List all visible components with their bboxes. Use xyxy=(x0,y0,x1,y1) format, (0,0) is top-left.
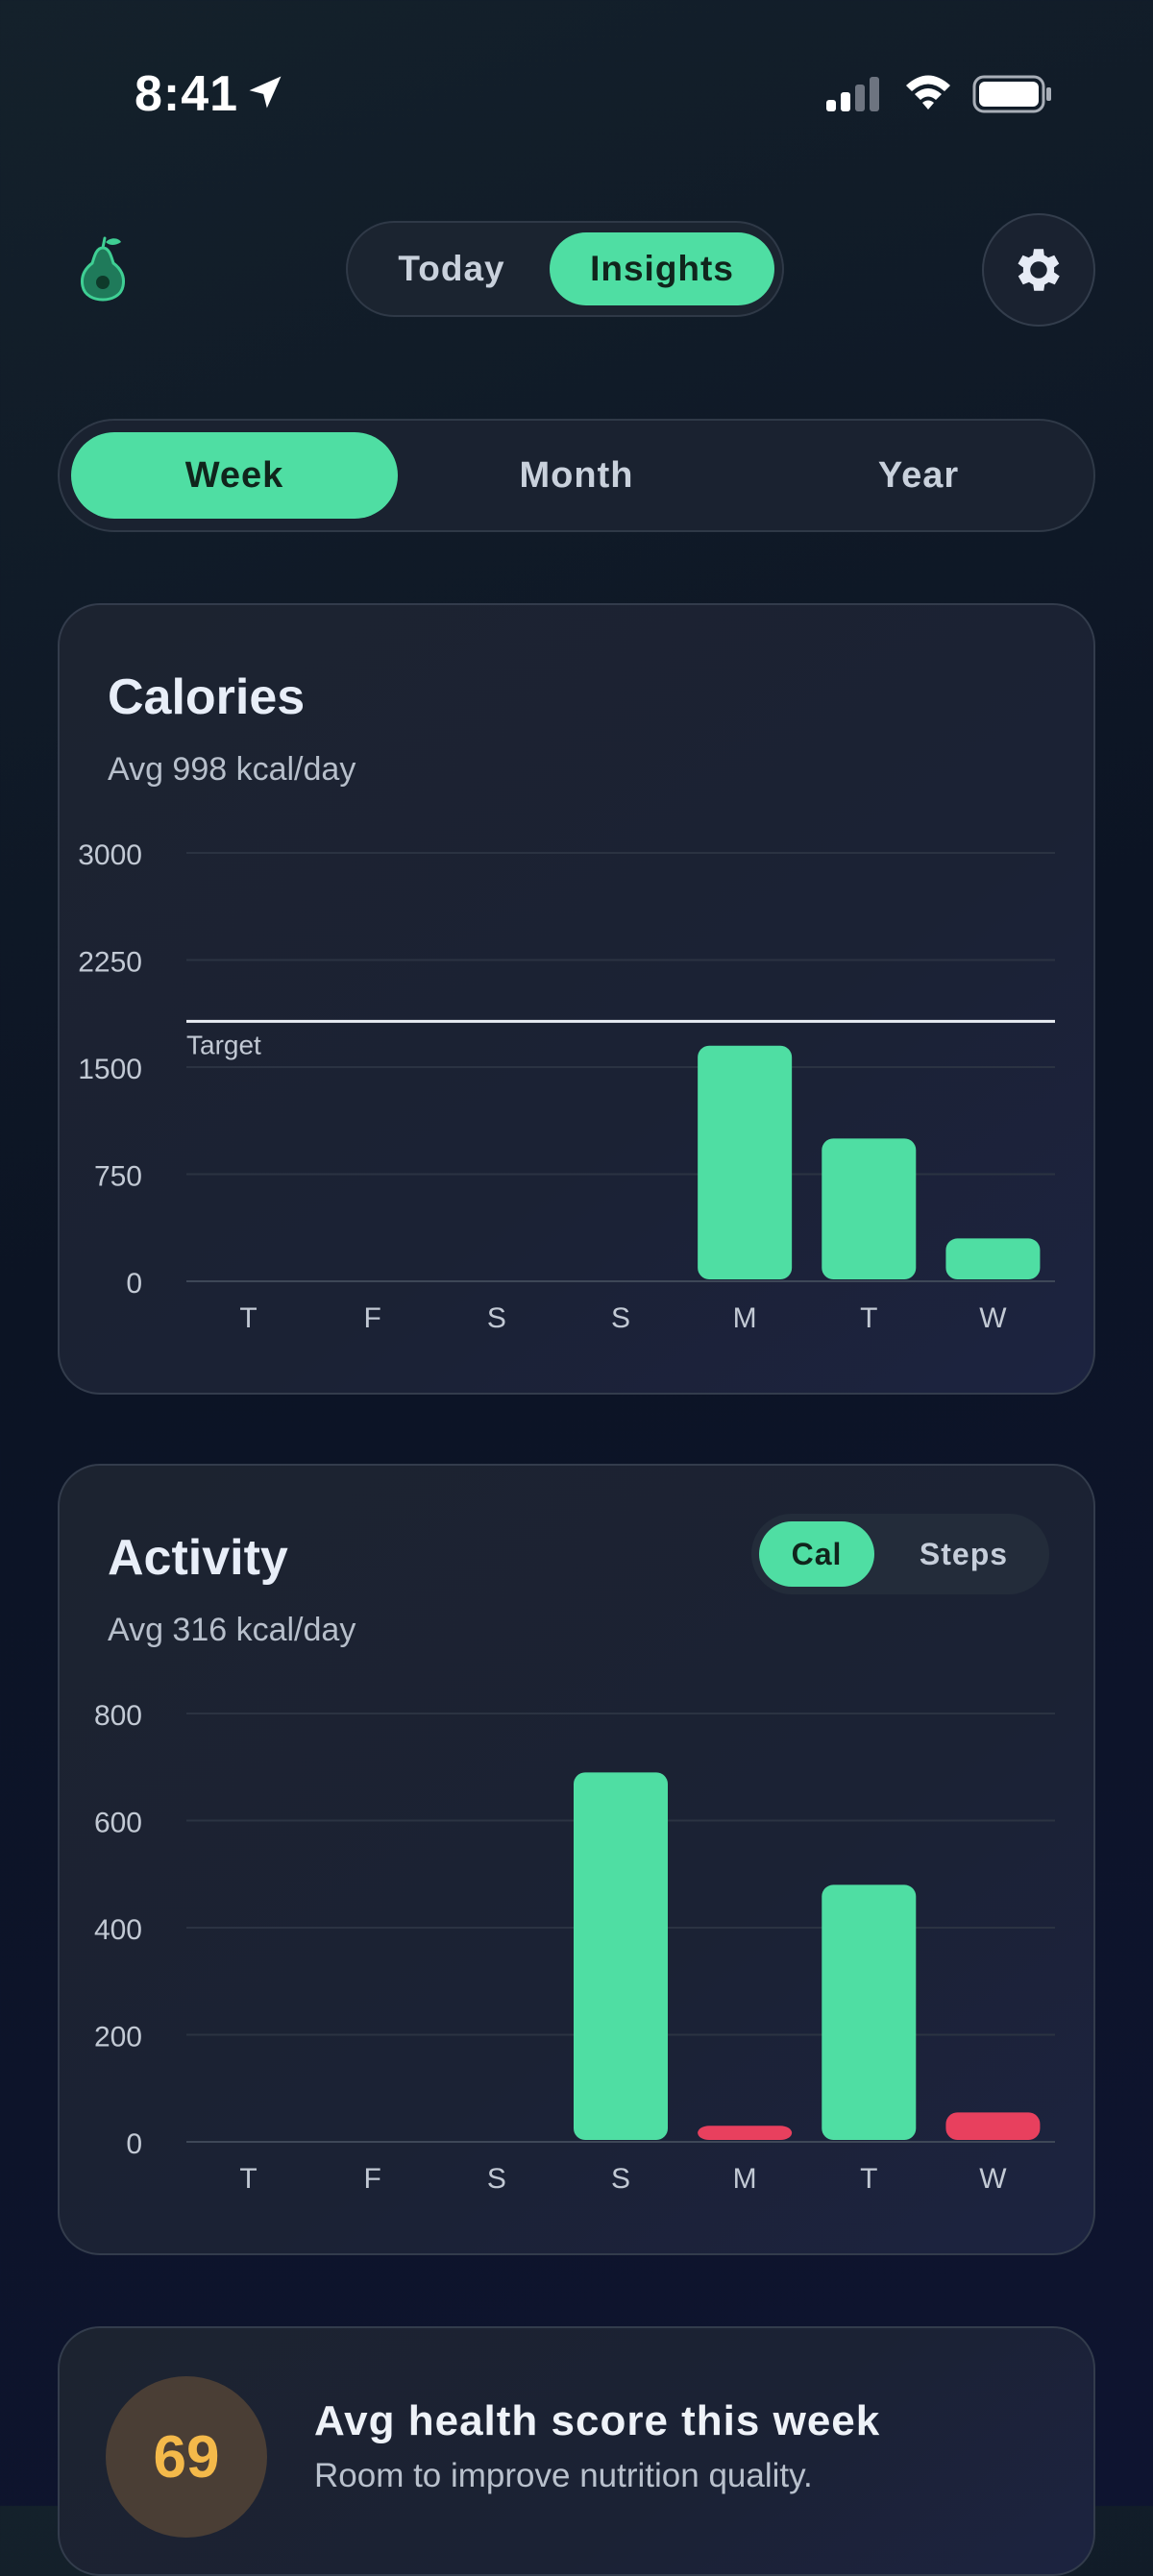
health-score-badge: 69 xyxy=(106,2376,267,2538)
y-tick-label: 1500 xyxy=(78,1054,142,1085)
bar-negative xyxy=(945,2112,1041,2140)
y-tick-label: 2250 xyxy=(78,947,142,979)
x-tick-label: T xyxy=(860,2163,877,2195)
bar xyxy=(698,1045,793,1279)
x-tick-label: T xyxy=(239,2163,257,2195)
settings-button[interactable] xyxy=(982,213,1095,327)
x-tick-label: S xyxy=(611,1302,630,1334)
bar-negative xyxy=(698,2126,793,2140)
x-tick-label: S xyxy=(487,1302,506,1334)
x-tick-label: M xyxy=(733,2163,757,2195)
x-tick-label: M xyxy=(733,1302,757,1334)
activity-subtitle: Avg 316 kcal/day xyxy=(108,1612,356,1648)
calories-card: Calories Avg 998 kcal/day 3000 2250 1500 75… xyxy=(58,603,1095,1395)
x-tick-label: W xyxy=(979,2163,1007,2195)
y-tick-label: 3000 xyxy=(78,839,142,871)
activity-chart: 800 600 400 200 0 T F S S M T W xyxy=(94,1700,1055,2195)
battery-icon xyxy=(972,75,1051,113)
target-label: Target xyxy=(186,1030,261,1059)
y-tick-label: 600 xyxy=(94,1808,142,1839)
x-tick-label: S xyxy=(487,2163,506,2195)
cellular-signal-icon xyxy=(826,77,879,111)
toggle-steps[interactable]: Steps xyxy=(919,1536,1009,1571)
x-tick-label: T xyxy=(239,1302,257,1334)
bar xyxy=(574,1772,668,2140)
range-selector: Week Month Year xyxy=(58,419,1095,532)
bar xyxy=(822,1138,917,1279)
y-tick-label: 0 xyxy=(126,2128,142,2160)
gear-icon xyxy=(1018,249,1060,291)
wifi-icon xyxy=(906,75,950,109)
health-score-subtitle: Room to improve nutrition quality. xyxy=(314,2457,813,2494)
tab-today[interactable]: Today xyxy=(398,249,505,288)
x-tick-label: F xyxy=(364,2163,381,2195)
health-score-card[interactable]: 69 Avg health score this week Room to im… xyxy=(58,2326,1095,2576)
toggle-cal[interactable]: Cal xyxy=(759,1521,874,1587)
y-tick-label: 400 xyxy=(94,1914,142,1946)
status-time: 8:41 xyxy=(135,66,239,122)
activity-metric-toggle: Cal Steps xyxy=(751,1514,1049,1594)
location-arrow-icon xyxy=(249,76,282,109)
bar xyxy=(822,1884,917,2140)
view-switcher: Today Insights xyxy=(346,221,784,317)
x-tick-label: S xyxy=(611,2163,630,2195)
calories-title: Calories xyxy=(108,669,306,725)
pear-logo-icon xyxy=(81,236,125,302)
x-tick-label: W xyxy=(979,1302,1007,1334)
health-score-title: Avg health score this week xyxy=(314,2397,881,2444)
x-tick-label: F xyxy=(364,1302,381,1334)
activity-card: Activity Avg 316 kcal/day Cal Steps 800 6… xyxy=(58,1464,1095,2255)
activity-title: Activity xyxy=(108,1530,288,1586)
y-tick-label: 800 xyxy=(94,1700,142,1732)
y-tick-label: 200 xyxy=(94,2022,142,2054)
range-year[interactable]: Year xyxy=(877,454,960,496)
y-tick-label: 0 xyxy=(126,1268,142,1300)
y-tick-label: 750 xyxy=(94,1161,142,1193)
calories-chart: 3000 2250 1500 750 0 T F S S M T W Target xyxy=(78,839,1055,1334)
x-tick-label: T xyxy=(860,1302,877,1334)
tab-insights[interactable]: Insights xyxy=(550,232,774,305)
calories-subtitle: Avg 998 kcal/day xyxy=(108,751,356,788)
range-week[interactable]: Week xyxy=(71,432,398,519)
range-month[interactable]: Month xyxy=(519,454,634,496)
bar xyxy=(945,1238,1041,1279)
